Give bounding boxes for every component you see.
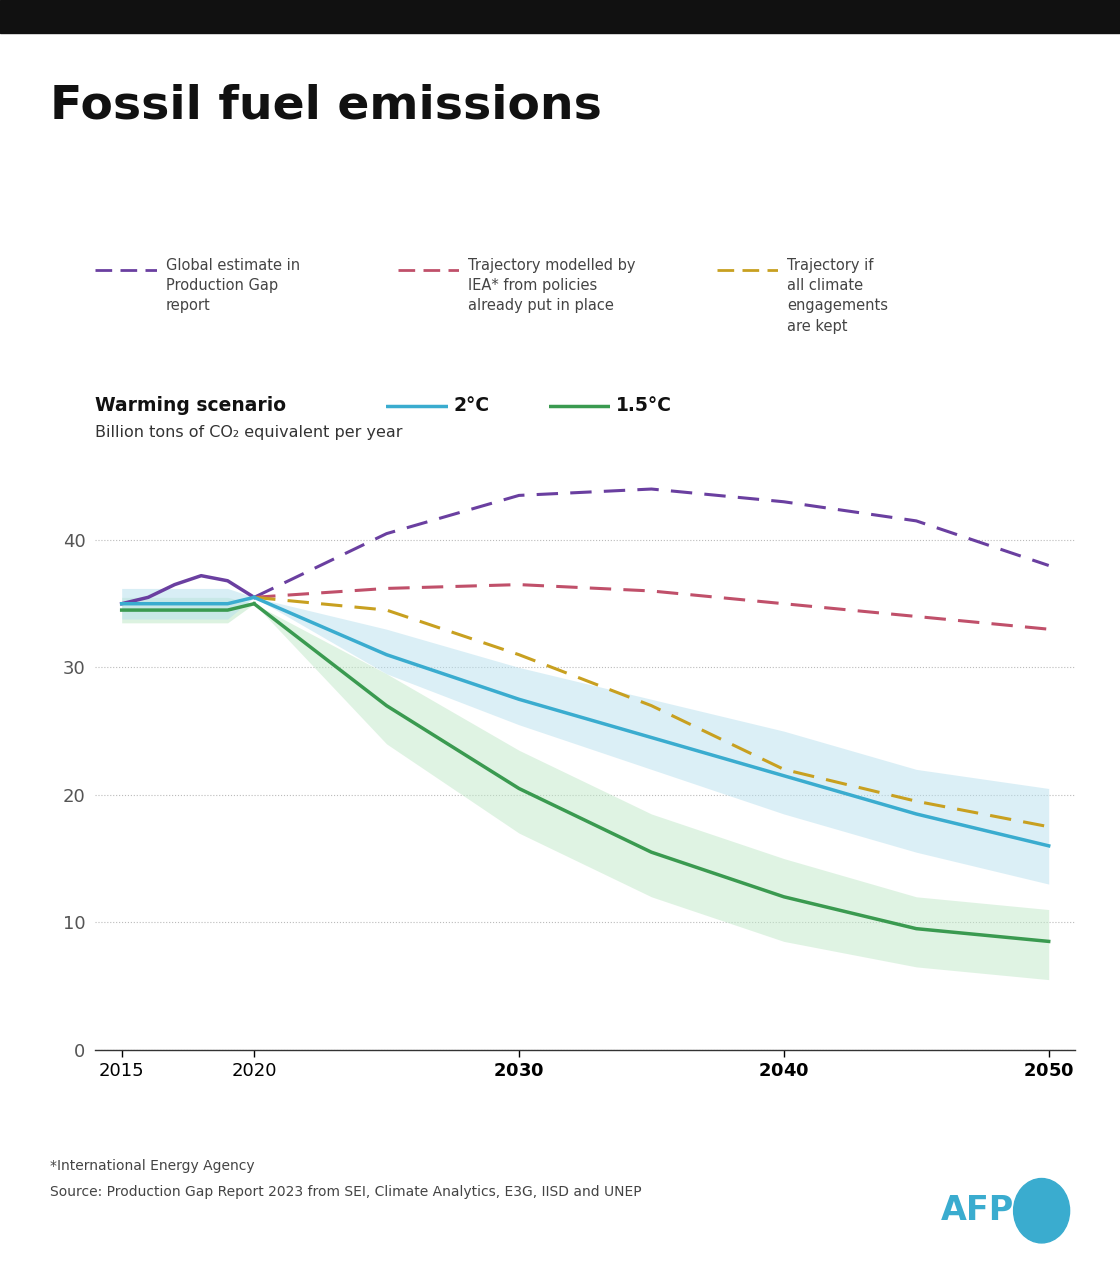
Text: Billion tons of CO₂ equivalent per year: Billion tons of CO₂ equivalent per year — [95, 425, 403, 440]
Text: AFP: AFP — [941, 1194, 1014, 1227]
Text: Source: Production Gap Report 2023 from SEI, Climate Analytics, E3G, IISD and UN: Source: Production Gap Report 2023 from … — [50, 1185, 642, 1199]
Text: Global estimate in
Production Gap
report: Global estimate in Production Gap report — [166, 258, 300, 313]
Text: Trajectory if
all climate
engagements
are kept: Trajectory if all climate engagements ar… — [787, 258, 888, 334]
Text: Warming scenario: Warming scenario — [95, 397, 287, 415]
Text: *International Energy Agency: *International Energy Agency — [50, 1159, 255, 1173]
Text: Trajectory modelled by
IEA* from policies
already put in place: Trajectory modelled by IEA* from policie… — [468, 258, 636, 313]
Text: Fossil fuel emissions: Fossil fuel emissions — [50, 84, 603, 129]
Text: 1.5°C: 1.5°C — [616, 397, 672, 415]
Text: 2°C: 2°C — [454, 397, 489, 415]
